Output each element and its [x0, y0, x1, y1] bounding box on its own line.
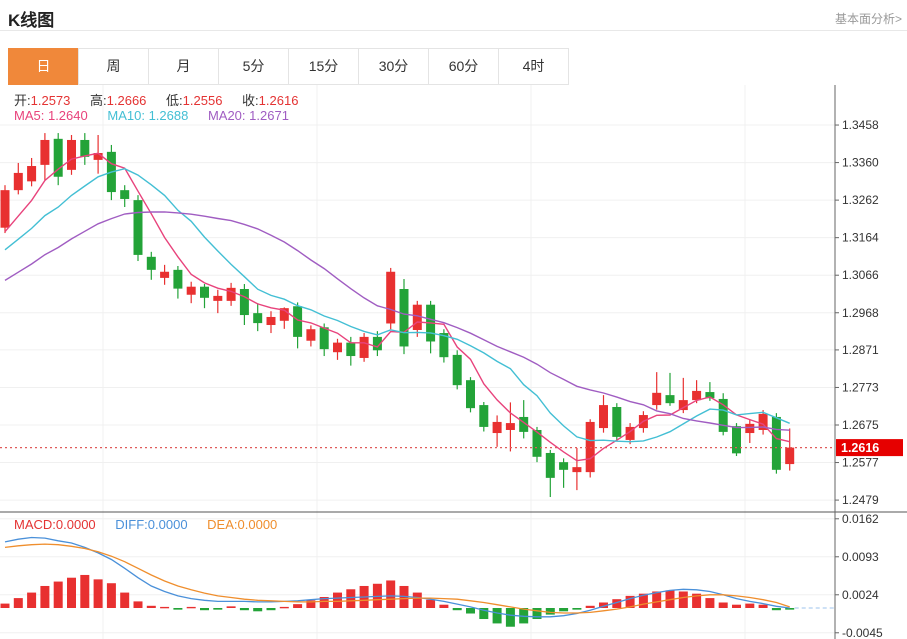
low-value: 1.2556: [182, 93, 223, 108]
current-price-tag: 1.2616: [836, 439, 903, 457]
ma20-line: [4, 211, 790, 431]
ma10-line: [4, 167, 790, 443]
open-label: 开:: [14, 93, 31, 108]
high-value: 1.2666: [106, 93, 147, 108]
open-value: 1.2573: [30, 93, 71, 108]
tab-15分[interactable]: 15分: [288, 48, 359, 85]
close-value: 1.2616: [258, 93, 299, 108]
kline-chart[interactable]: 1.3458 1.3360 1.3262 1.3164 1.3066 1.2968 1.28…: [0, 85, 907, 639]
ma20-label: MA20:: [207, 108, 246, 123]
svg-text:1.2871: 1.2871: [842, 343, 879, 357]
tab-周[interactable]: 周: [78, 48, 149, 85]
svg-text:1.2675: 1.2675: [842, 418, 879, 432]
dea-value: 0.0000: [237, 517, 278, 532]
diff-line: [4, 536, 790, 618]
period-tabs: 日周月 5分 15分 30分 60分 4时: [8, 48, 569, 85]
tab-60分[interactable]: 60分: [428, 48, 499, 85]
diff-value: 0.0000: [147, 517, 188, 532]
high-label: 高:: [90, 93, 107, 108]
ma10-value: 1.2688: [148, 108, 189, 123]
axis-labels: 1.3458 1.3360 1.3262 1.3164 1.3066 1.2968 1.28…: [835, 118, 883, 639]
ohlc-legend: 开:1.2573 高:1.2666 低:1.2556 收:1.2616: [14, 90, 314, 109]
diff-label: DIFF:: [115, 517, 148, 532]
low-label: 低:: [166, 93, 183, 108]
svg-text:0.0162: 0.0162: [842, 512, 879, 526]
tab-日[interactable]: 日: [8, 48, 79, 85]
close-label: 收:: [242, 93, 259, 108]
svg-text:1.3360: 1.3360: [842, 156, 879, 170]
chart-area: 1.3458 1.3360 1.3262 1.3164 1.3066 1.2968 1.28…: [0, 85, 907, 639]
ma10-label: MA10:: [107, 108, 145, 123]
svg-text:-0.0045: -0.0045: [842, 626, 883, 639]
svg-text:1.2616: 1.2616: [841, 441, 879, 455]
macd-legend: MACD:0.0000 DIFF:0.0000 DEA:0.0000: [14, 517, 293, 532]
fundamental-analysis-link[interactable]: 基本面分析>: [834, 12, 902, 26]
ma5-value: 1.2640: [47, 108, 88, 123]
svg-text:1.2577: 1.2577: [842, 456, 879, 470]
svg-text:1.3458: 1.3458: [842, 118, 879, 132]
ma-legend: MA5: 1.2640 MA10: 1.2688 MA20: 1.2671: [14, 108, 305, 123]
svg-text:0.0093: 0.0093: [842, 550, 879, 564]
tab-月[interactable]: 月: [148, 48, 219, 85]
svg-text:0.0024: 0.0024: [842, 588, 879, 602]
tab-30分[interactable]: 30分: [358, 48, 429, 85]
dea-label: DEA:: [207, 517, 238, 532]
macd-histogram: [0, 574, 795, 627]
dea-line: [4, 543, 790, 614]
page-header: K线图 基本面分析>: [0, 0, 907, 31]
page-title: K线图: [8, 11, 55, 30]
svg-text:1.3164: 1.3164: [842, 231, 879, 245]
macd-value: 0.0000: [55, 517, 96, 532]
ma20-value: 1.2671: [249, 108, 289, 123]
svg-text:1.2479: 1.2479: [842, 493, 879, 507]
svg-text:1.3066: 1.3066: [842, 268, 879, 282]
candles: [0, 133, 795, 498]
svg-text:1.3262: 1.3262: [842, 193, 879, 207]
macd-label: MACD:: [14, 517, 56, 532]
tab-4时[interactable]: 4时: [498, 48, 569, 85]
svg-text:1.2968: 1.2968: [842, 306, 879, 320]
tab-5分[interactable]: 5分: [218, 48, 289, 85]
ma5-label: MA5:: [14, 108, 45, 123]
svg-text:1.2773: 1.2773: [842, 380, 879, 394]
